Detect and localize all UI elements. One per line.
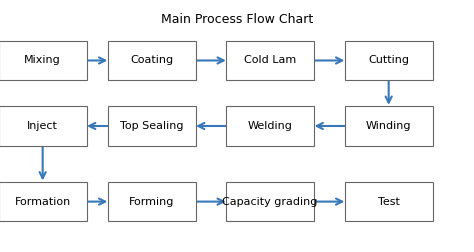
Text: Welding: Welding — [248, 121, 292, 131]
FancyBboxPatch shape — [226, 106, 314, 146]
FancyBboxPatch shape — [0, 106, 86, 146]
FancyBboxPatch shape — [108, 106, 195, 146]
FancyBboxPatch shape — [0, 182, 86, 221]
FancyBboxPatch shape — [226, 182, 314, 221]
Text: Top Sealing: Top Sealing — [120, 121, 183, 131]
Text: Mixing: Mixing — [24, 55, 61, 66]
Text: Forming: Forming — [129, 197, 174, 207]
Text: Main Process Flow Chart: Main Process Flow Chart — [161, 13, 313, 26]
FancyBboxPatch shape — [345, 182, 432, 221]
Text: Cutting: Cutting — [368, 55, 409, 66]
FancyBboxPatch shape — [345, 41, 432, 80]
FancyBboxPatch shape — [345, 106, 432, 146]
Text: Coating: Coating — [130, 55, 173, 66]
Text: Inject: Inject — [27, 121, 58, 131]
Text: Test: Test — [378, 197, 400, 207]
Text: Capacity grading: Capacity grading — [222, 197, 318, 207]
FancyBboxPatch shape — [108, 41, 195, 80]
Text: Winding: Winding — [366, 121, 411, 131]
FancyBboxPatch shape — [108, 182, 195, 221]
FancyBboxPatch shape — [0, 41, 86, 80]
Text: Formation: Formation — [15, 197, 71, 207]
FancyBboxPatch shape — [226, 41, 314, 80]
Text: Cold Lam: Cold Lam — [244, 55, 296, 66]
